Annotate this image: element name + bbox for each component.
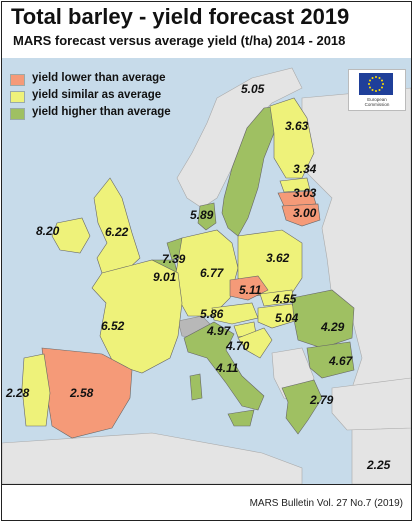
region-romania bbox=[291, 289, 355, 349]
region-bulgaria bbox=[306, 341, 355, 379]
region-sweden bbox=[221, 105, 281, 237]
map-subtitle: MARS forecast versus average yield (t/ha… bbox=[13, 33, 346, 48]
legend-swatch-similar bbox=[10, 91, 25, 103]
region-value-czechia: 5.11 bbox=[239, 283, 262, 297]
region-value-france: 6.52 bbox=[101, 319, 125, 333]
region-value-croatia: 4.70 bbox=[226, 339, 250, 353]
region-value-italy: 4.11 bbox=[216, 361, 239, 375]
region-value-lithuania: 3.00 bbox=[293, 206, 317, 220]
region-value-finland: 3.63 bbox=[285, 119, 309, 133]
region-value-romania: 4.29 bbox=[321, 320, 345, 334]
turkey bbox=[331, 377, 411, 431]
region-sicily bbox=[227, 409, 255, 427]
region-ireland bbox=[51, 217, 91, 254]
region-value-spain: 2.58 bbox=[70, 386, 94, 400]
legend-label: yield lower than average bbox=[32, 72, 166, 84]
region-value-uk: 6.22 bbox=[105, 225, 129, 239]
region-value-sweden: 5.05 bbox=[241, 82, 265, 96]
region-estonia bbox=[279, 177, 311, 193]
legend-swatch-higher bbox=[10, 108, 25, 120]
region-value-slovakia: 4.55 bbox=[273, 292, 297, 306]
region-value-austria: 5.86 bbox=[200, 307, 224, 321]
bulletin-footer: MARS Bulletin Vol. 27 No.7 (2019) bbox=[249, 498, 403, 509]
region-value-hungary: 5.04 bbox=[275, 311, 299, 325]
north-africa bbox=[2, 432, 303, 484]
region-portugal bbox=[21, 353, 51, 427]
region-value-greece: 2.79 bbox=[310, 393, 334, 407]
region-value-denmark: 5.89 bbox=[190, 208, 214, 222]
region-sardinia bbox=[189, 373, 203, 401]
map-canvas bbox=[2, 58, 411, 484]
region-value-bulgaria: 4.67 bbox=[329, 354, 353, 368]
region-france bbox=[91, 259, 183, 374]
map-title: Total barley - yield forecast 2019 bbox=[11, 4, 350, 29]
eu-caption: European Commission bbox=[364, 97, 390, 107]
region-value-germany: 6.77 bbox=[200, 266, 224, 280]
eu-flag-icon bbox=[359, 73, 393, 95]
region-denmark bbox=[197, 202, 217, 231]
region-lithuania bbox=[281, 203, 321, 227]
region-czechia bbox=[229, 275, 269, 301]
region-croatia bbox=[237, 327, 273, 359]
region-value-latvia: 3.03 bbox=[293, 186, 317, 200]
region-value-poland: 3.62 bbox=[266, 251, 290, 265]
europe-map bbox=[2, 58, 411, 484]
region-finland bbox=[269, 97, 315, 179]
eu-logo: European Commission bbox=[348, 69, 406, 111]
region-hungary bbox=[257, 303, 299, 329]
region-value-cyprus: 2.25 bbox=[367, 458, 391, 472]
norway bbox=[176, 67, 303, 209]
eu-stars bbox=[368, 76, 384, 92]
region-value-estonia: 3.34 bbox=[293, 162, 317, 176]
region-value-netherlands: 7.39 bbox=[162, 252, 186, 266]
region-value-slovenia: 4.97 bbox=[207, 324, 231, 338]
legend-label: yield higher than average bbox=[32, 106, 171, 118]
region-value-portugal: 2.28 bbox=[6, 386, 30, 400]
region-greece bbox=[281, 379, 323, 435]
region-austria bbox=[211, 302, 259, 325]
legend-swatch-lower bbox=[10, 74, 25, 86]
region-value-belgium: 9.01 bbox=[153, 270, 177, 284]
legend-label: yield similar as average bbox=[32, 89, 162, 101]
footer-band bbox=[2, 484, 411, 520]
region-value-ireland: 8.20 bbox=[36, 224, 60, 238]
region-italy bbox=[183, 321, 265, 411]
